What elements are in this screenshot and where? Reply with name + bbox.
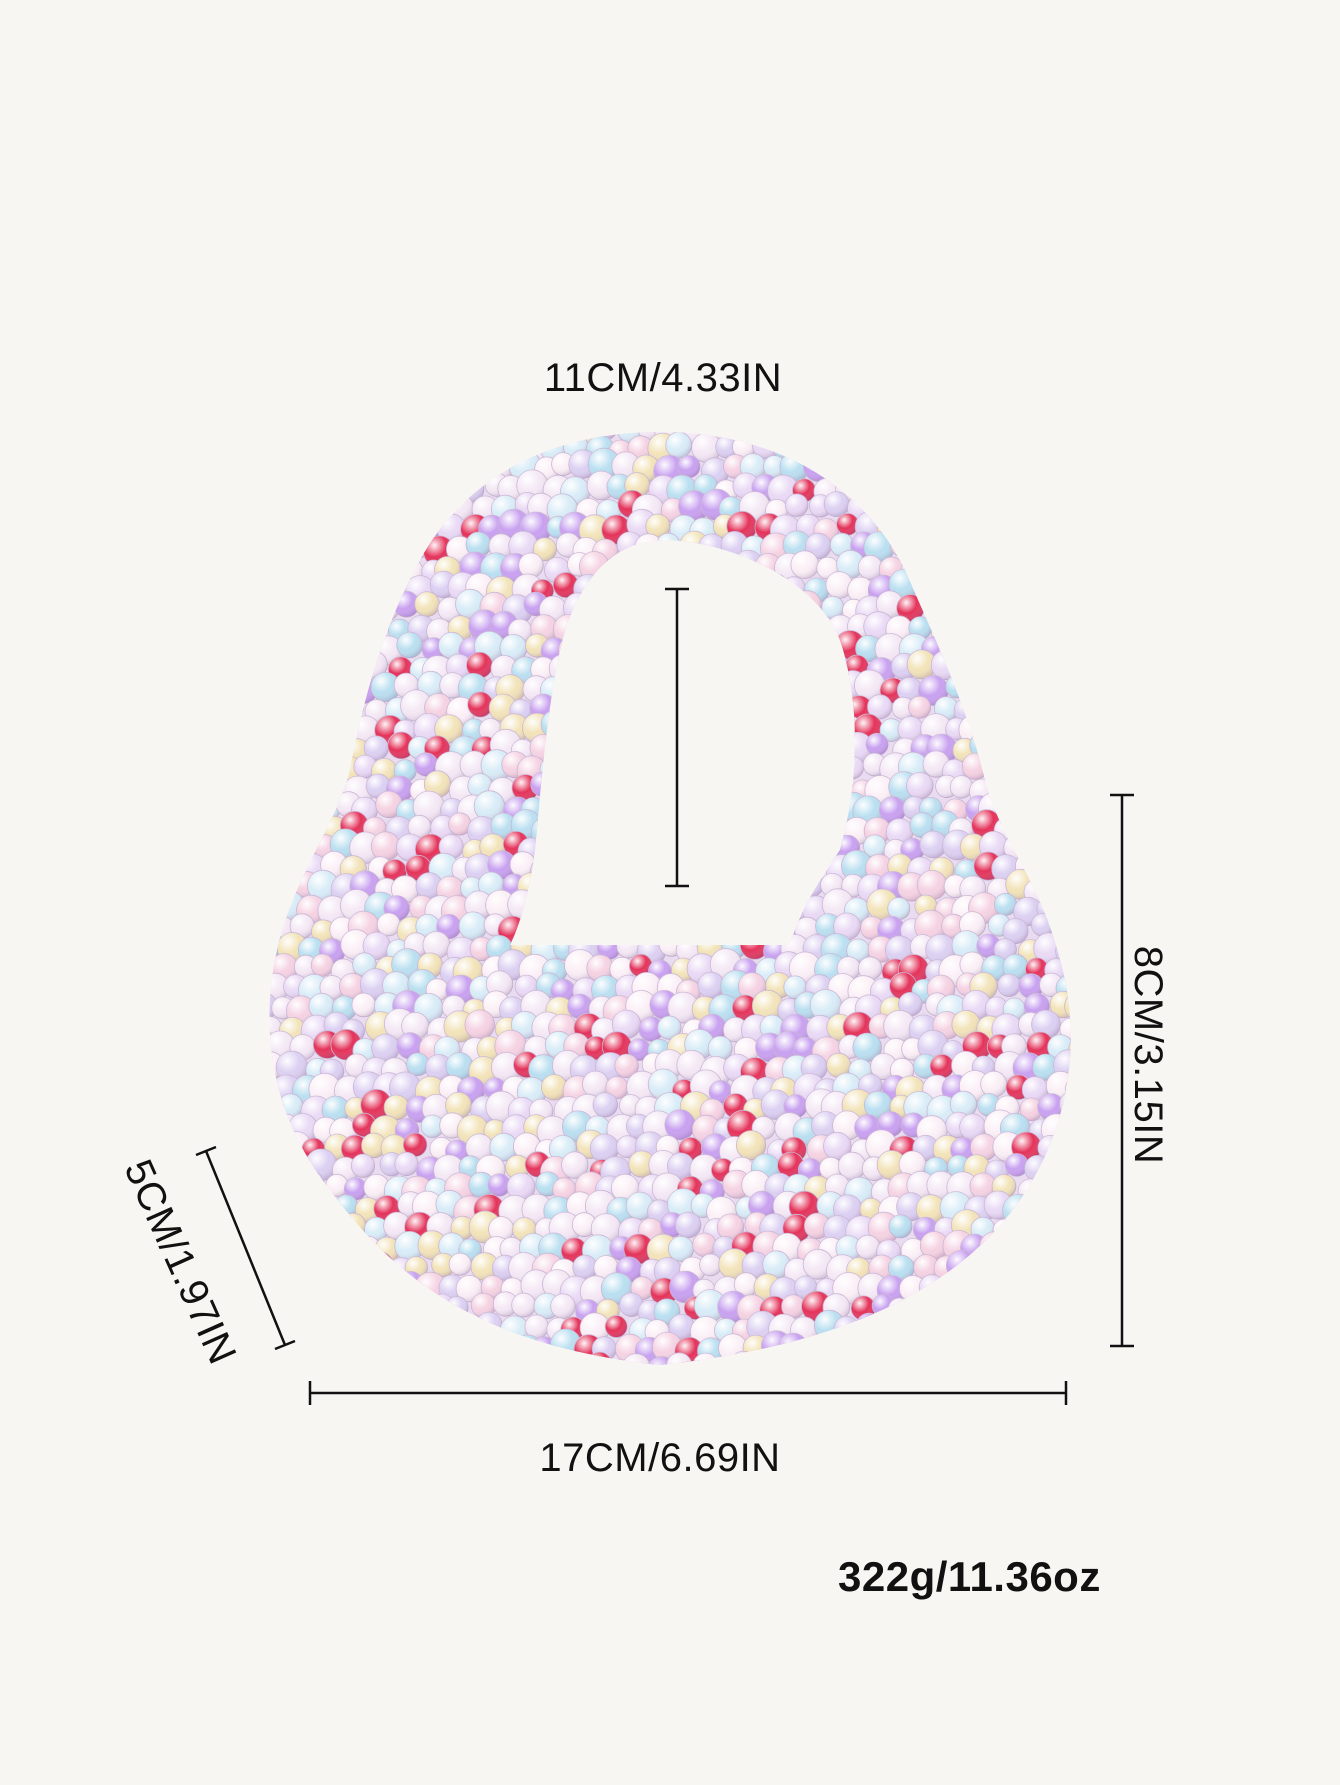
weight-label: 322g/11.36oz (838, 1553, 1101, 1600)
depth-line (204, 1150, 287, 1346)
handle-dimension-label: 11CM/4.33IN (543, 356, 783, 400)
width-dimension-label: 17CM/6.69IN (539, 1436, 781, 1480)
height-dimension-label: 8CM/3.15IN (1126, 945, 1170, 1165)
